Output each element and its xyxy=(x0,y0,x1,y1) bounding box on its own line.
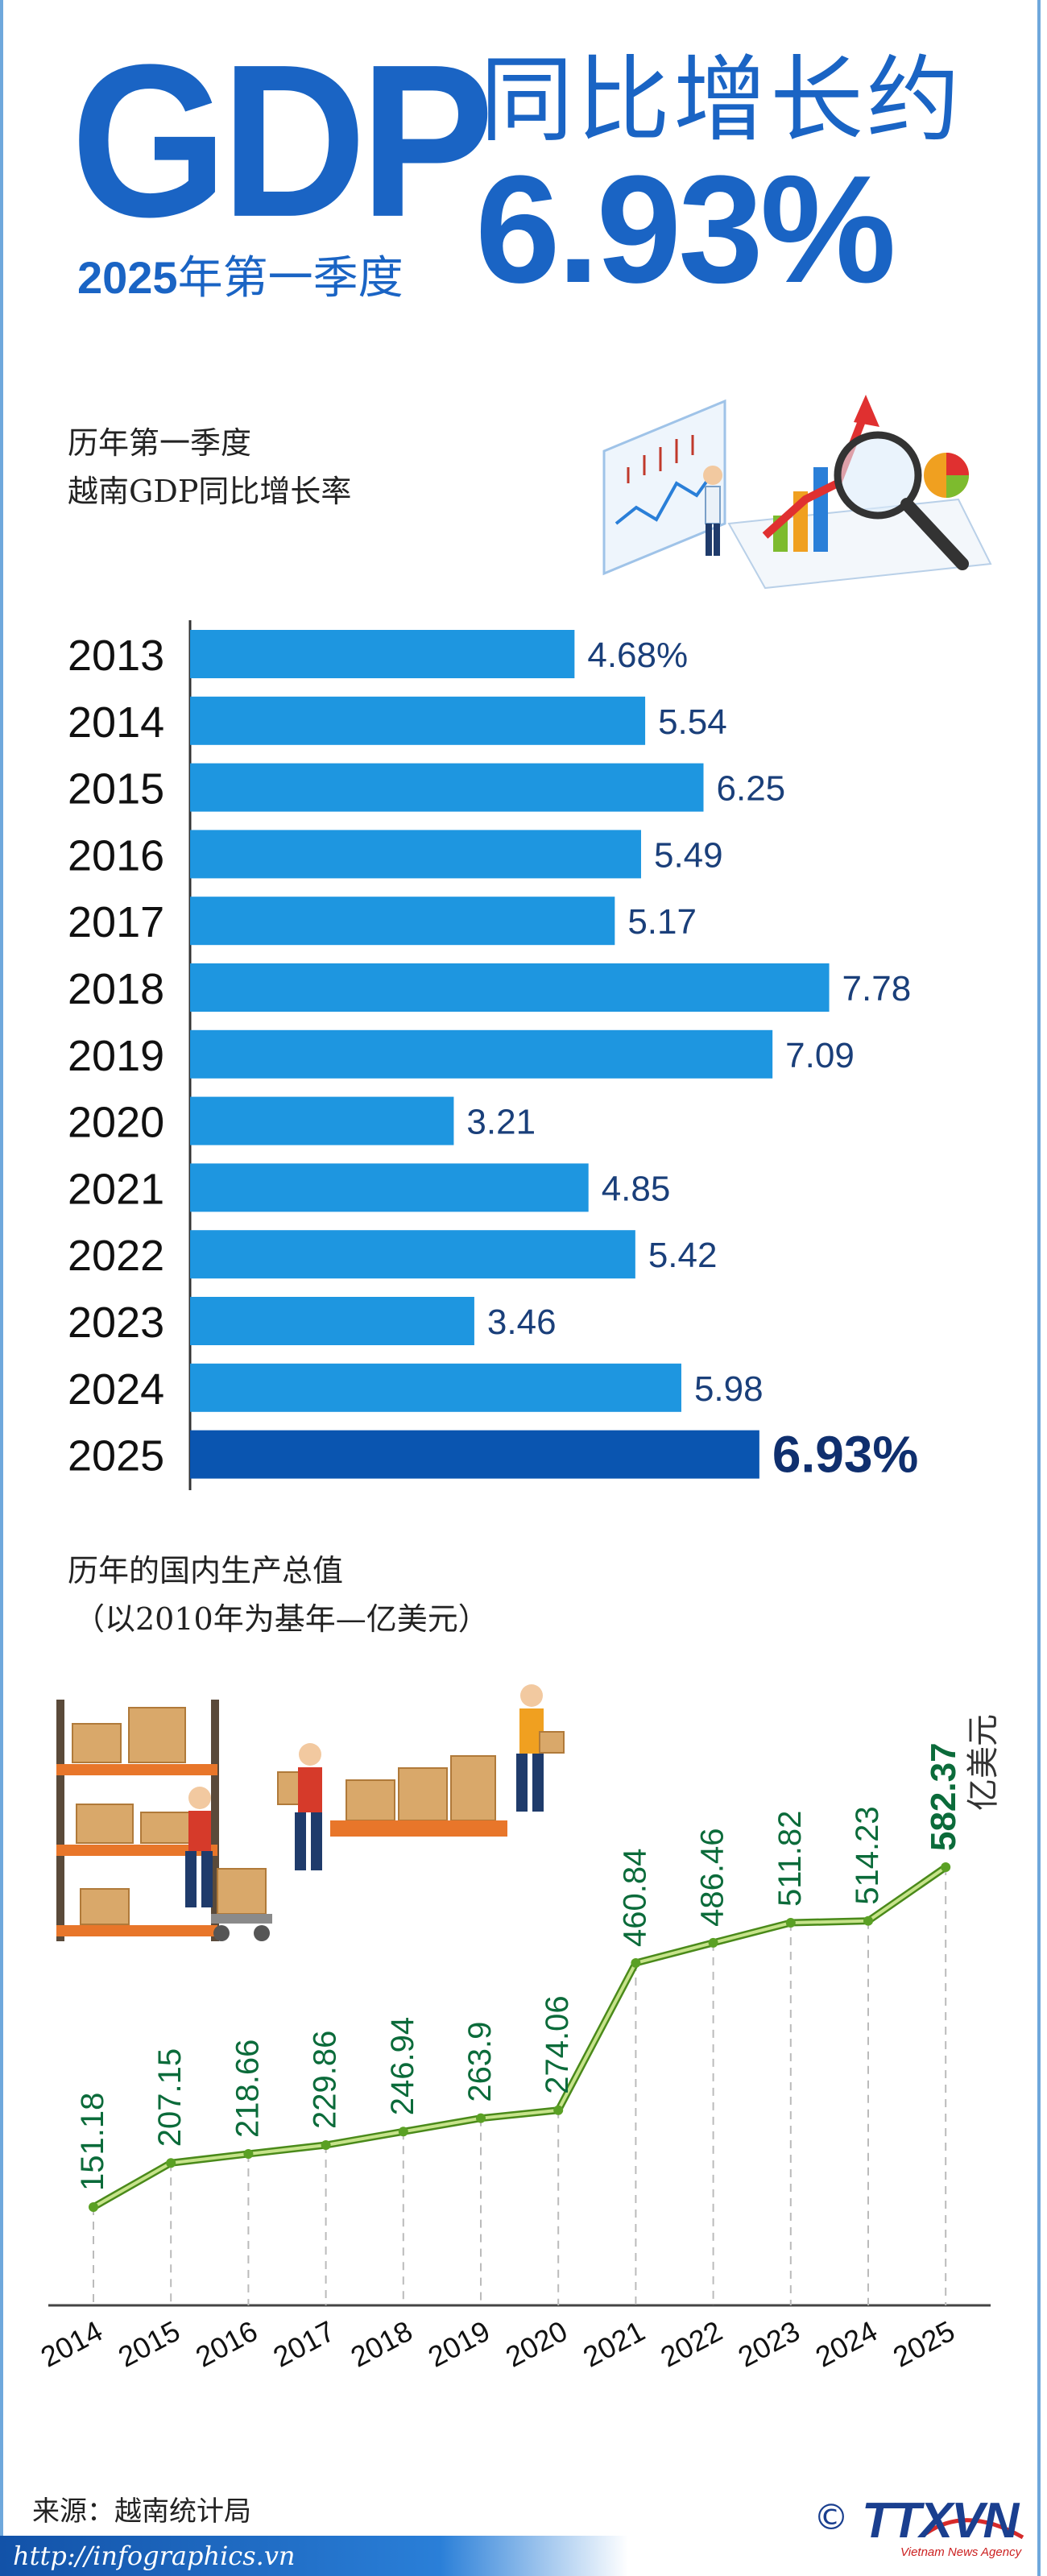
x-tick-label: 2025 xyxy=(888,2314,960,2374)
line-value-label: 511.82 xyxy=(772,1811,808,1907)
bar-chart-title-line2: 越南GDP同比增长率 xyxy=(68,474,352,509)
line-point xyxy=(166,2158,176,2168)
period-rest: 年第一季度 xyxy=(177,252,403,304)
line-point xyxy=(398,2127,408,2137)
logo-name: TTXVN xyxy=(862,2493,1019,2549)
bar-value-label: 5.17 xyxy=(627,902,697,942)
period-year: 2025 xyxy=(77,252,178,303)
line-value-label: 582.37 xyxy=(924,1742,963,1851)
bar xyxy=(190,696,646,745)
footer-url-link[interactable]: http://infographics.vn xyxy=(13,2541,296,2571)
bar-category-label: 2024 xyxy=(68,1365,164,1414)
line-chart-title-line1: 历年的国内生产总值 xyxy=(68,1553,344,1588)
copyright-icon: © xyxy=(813,2497,849,2538)
bar-value-label: 7.09 xyxy=(785,1036,855,1075)
line-value-label: 207.15 xyxy=(152,2048,188,2147)
bar xyxy=(190,1163,589,1212)
bar xyxy=(190,763,704,812)
x-tick-label: 2021 xyxy=(577,2314,650,2374)
x-tick-label: 2022 xyxy=(655,2314,727,2374)
bar-category-label: 2016 xyxy=(68,831,164,880)
headline-text: 同比增长约 xyxy=(480,46,963,155)
ttxvn-logo: © TTXVN Vietnam News Agency xyxy=(813,2492,1036,2565)
bar-category-label: 2014 xyxy=(68,698,164,747)
bar xyxy=(190,963,830,1012)
line-point xyxy=(476,2113,486,2123)
line-point xyxy=(631,1957,641,1968)
bar-value-label: 5.54 xyxy=(658,702,727,742)
bar-value-label: 6.93% xyxy=(772,1426,918,1484)
line-point xyxy=(941,1862,951,1872)
bar xyxy=(190,1230,635,1279)
x-tick-label: 2023 xyxy=(733,2314,805,2374)
bar-category-label: 2018 xyxy=(68,965,164,1013)
line-value-label: 486.46 xyxy=(695,1828,730,1927)
bar-value-label: 3.21 xyxy=(466,1103,536,1142)
line-point xyxy=(243,2148,254,2159)
line-value-label: 218.66 xyxy=(230,2040,265,2138)
line-point xyxy=(553,2105,564,2115)
bar xyxy=(190,1430,759,1479)
line-value-label: 514.23 xyxy=(850,1806,885,1904)
line-value-label: 274.06 xyxy=(540,1995,575,2094)
bar-value-label: 5.98 xyxy=(694,1369,764,1409)
bar-value-label: 3.46 xyxy=(487,1302,557,1342)
bar-value-label: 5.49 xyxy=(654,835,723,875)
bar-category-label: 2025 xyxy=(68,1432,164,1481)
bar-value-label: 5.42 xyxy=(648,1236,718,1275)
bar xyxy=(190,1029,773,1079)
bar xyxy=(190,1096,454,1145)
bar-chart-title-line1: 历年第一季度 xyxy=(68,425,252,461)
bar xyxy=(190,830,641,879)
bar xyxy=(190,1363,681,1412)
line-value-label: 263.9 xyxy=(462,2022,498,2102)
bar-category-label: 2020 xyxy=(68,1099,164,1147)
x-tick-label: 2016 xyxy=(190,2314,263,2374)
line-point xyxy=(785,1918,796,1928)
bar-value-label: 4.68% xyxy=(587,636,688,675)
bar xyxy=(190,1297,474,1345)
series-line xyxy=(93,1866,947,2209)
bar-category-label: 2022 xyxy=(68,1232,164,1280)
x-tick-label: 2020 xyxy=(500,2314,573,2374)
x-tick-label: 2014 xyxy=(35,2314,108,2374)
source-note: 来源：越南统计局 xyxy=(32,2495,251,2528)
period-label: 2025年第一季度 xyxy=(77,242,403,307)
line-value-label: 151.18 xyxy=(75,2093,110,2191)
x-tick-label: 2024 xyxy=(810,2314,883,2374)
bar-value-label: 4.85 xyxy=(602,1169,671,1208)
line-chart-title: 历年的国内生产总值 （以2010年为基年—亿美元） xyxy=(68,1547,489,1643)
line-chart-title-line2: （以2010年为基年—亿美元） xyxy=(74,1601,489,1637)
line-value-label: 460.84 xyxy=(617,1849,652,1947)
line-point xyxy=(89,2202,98,2212)
bar-category-label: 2023 xyxy=(68,1298,164,1347)
unit-label: 亿美元 xyxy=(965,1714,1002,1811)
bar-chart-title: 历年第一季度 越南GDP同比增长率 xyxy=(68,419,351,516)
bar-value-label: 7.78 xyxy=(842,969,912,1008)
x-tick-label: 2017 xyxy=(267,2314,340,2374)
bar xyxy=(190,630,575,678)
line-value-label: 229.86 xyxy=(308,2031,343,2129)
bar-category-label: 2021 xyxy=(68,1165,164,1213)
bar-category-label: 2013 xyxy=(68,632,164,680)
headline-value: 6.93% xyxy=(475,144,896,315)
logo-subtitle: Vietnam News Agency xyxy=(900,2545,1022,2559)
line-value-label: 246.94 xyxy=(385,2017,420,2115)
bar-category-label: 2017 xyxy=(68,898,164,946)
footer-band xyxy=(0,2536,628,2576)
gdp-heading: GDP xyxy=(71,19,495,263)
bar-category-label: 2019 xyxy=(68,1032,164,1080)
x-tick-label: 2019 xyxy=(423,2314,495,2374)
line-point xyxy=(863,1915,873,1926)
bar xyxy=(190,897,615,946)
bar-value-label: 6.25 xyxy=(717,769,786,809)
bar-category-label: 2015 xyxy=(68,765,164,814)
line-point xyxy=(708,1937,718,1948)
x-tick-label: 2015 xyxy=(113,2314,185,2374)
line-point xyxy=(321,2139,331,2150)
x-tick-label: 2018 xyxy=(346,2314,418,2374)
